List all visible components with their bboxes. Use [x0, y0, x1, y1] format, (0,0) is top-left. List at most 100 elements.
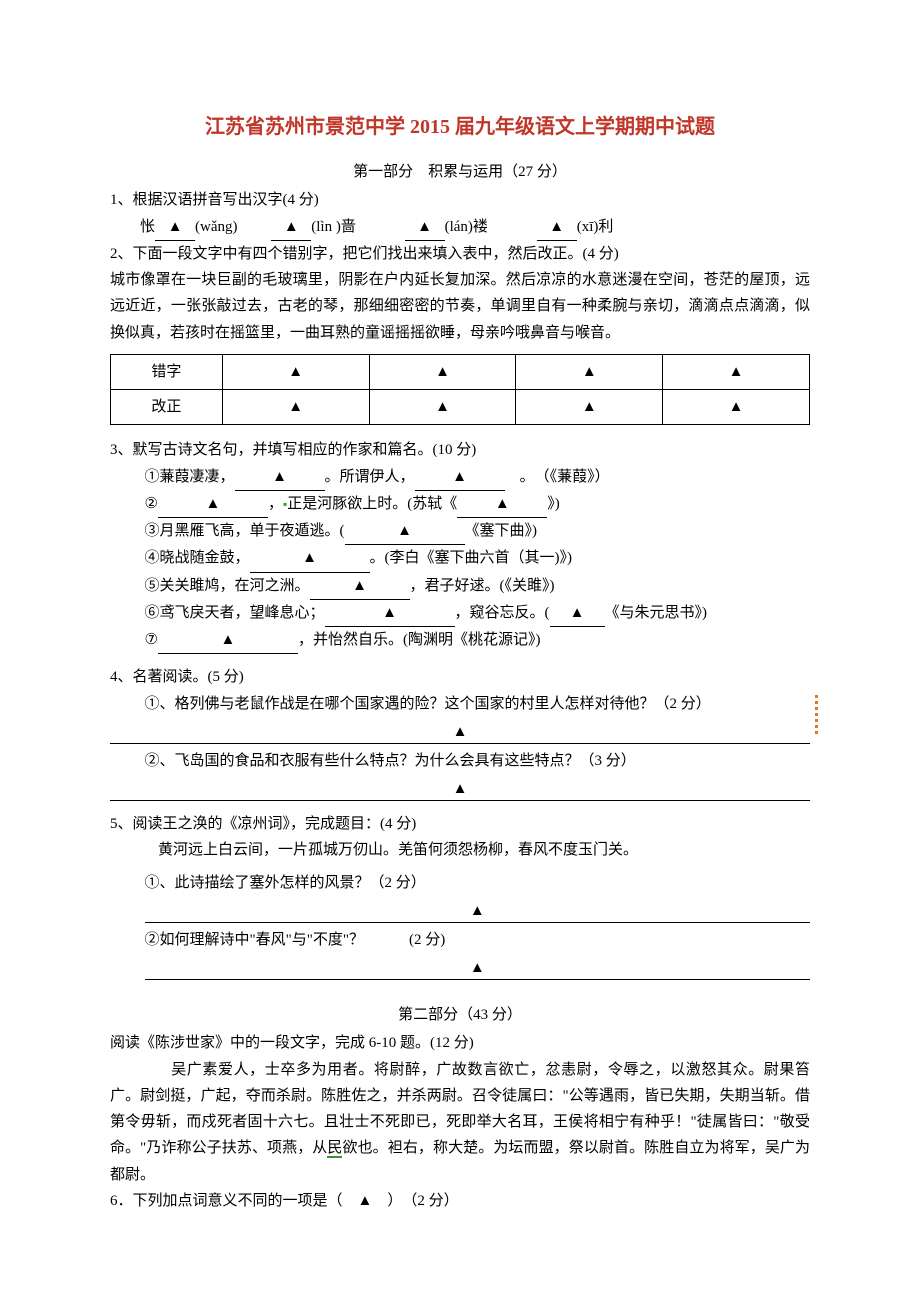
text: 正	[287, 496, 302, 512]
answer-line: ▲	[145, 898, 811, 923]
triangle-icon: ▲	[470, 955, 485, 981]
blank: ▲	[457, 491, 547, 518]
item-num: ③	[145, 523, 160, 539]
triangle-icon: ▲	[549, 219, 564, 235]
q1-prefix: 怅	[110, 219, 155, 235]
text: 是河豚欲上时。(苏轼《	[302, 496, 457, 512]
triangle-icon: ▲	[582, 399, 597, 415]
q3-item: ⑤关关雎鸠，在河之洲。▲，君子好逑。(《关雎》)	[145, 573, 811, 600]
text: 。 （《蒹葭》）	[520, 469, 610, 485]
blank: ▲	[158, 627, 298, 654]
triangle-icon: ▲	[288, 364, 303, 380]
triangle-icon: ▲	[570, 605, 585, 621]
q4-sub1: ①、格列佛与老鼠作战是在哪个国家遇的险？这个国家的村里人怎样对待他？（2 分）	[110, 691, 810, 717]
item-num: ⑤	[145, 578, 160, 594]
item-num: ⑦	[145, 632, 158, 648]
q1-py2: (lìn )啬	[311, 219, 356, 235]
text: ，并怡然自乐。(陶渊明《桃花源记》)	[298, 632, 541, 648]
triangle-icon: ▲	[302, 550, 317, 566]
q1-py1: (wǎng)	[195, 219, 237, 235]
answer-line: ▲	[110, 719, 810, 744]
item-num: ①	[145, 469, 160, 485]
text: 《塞下曲》)	[465, 523, 538, 539]
q5-sub2: ②如何理解诗中"春风"与"不度"？ (2 分)	[110, 927, 810, 953]
text: 月黑雁飞高，单于夜遁逃。(	[160, 523, 345, 539]
triangle-icon: ▲	[495, 496, 510, 512]
triangle-icon: ▲	[397, 523, 412, 539]
text: ，君子好逑。(《关雎》)	[410, 578, 555, 594]
part2-header: 第二部分（43 分）	[110, 1002, 810, 1028]
cell: ▲	[516, 354, 663, 389]
cell: ▲	[663, 390, 810, 425]
item-num: ④	[145, 550, 160, 566]
triangle-icon: ▲	[729, 399, 744, 415]
text: 。(李白《塞下曲六首（其一)》)	[370, 550, 573, 566]
triangle-icon: ▲	[382, 605, 397, 621]
q3-item: ③月黑雁飞高，单于夜遁逃。( ▲ 《塞下曲》)	[145, 518, 811, 545]
part1-header: 第一部分 积累与运用（27 分）	[110, 159, 810, 185]
blank: ▲	[415, 464, 505, 491]
row-label: 错字	[111, 354, 223, 389]
q4-stem: 4、名著阅读。(5 分)	[110, 664, 810, 690]
q1-blank3: ▲	[405, 214, 445, 241]
text: ，窥谷忘反。(	[455, 605, 550, 621]
q4-sub2: ②、飞岛国的食品和衣服有些什么特点？为什么会具有这些特点？（3 分）	[110, 748, 810, 774]
q2-stem: 2、下面一段文字中有四个错别字，把它们找出来填入表中，然后改正。(4 分)	[110, 241, 810, 267]
q4-block: ①、格列佛与老鼠作战是在哪个国家遇的险？这个国家的村里人怎样对待他？（2 分） …	[110, 691, 810, 802]
triangle-icon: ▲	[221, 632, 236, 648]
triangle-icon: ▲	[168, 219, 183, 235]
blank: ▲	[310, 573, 410, 600]
text: 关关雎鸠，在河之洲。	[160, 578, 310, 594]
q1-blank4: ▲	[537, 214, 577, 241]
blank: ▲	[158, 491, 268, 518]
triangle-icon: ▲	[288, 399, 303, 415]
q1-py3: (lán)褛	[445, 219, 488, 235]
q5-stem: 5、阅读王之涣的《凉州词》，完成题目：(4 分)	[110, 811, 810, 837]
text: ，	[268, 496, 283, 512]
q2-table: 错字 ▲ ▲ ▲ ▲ 改正 ▲ ▲ ▲ ▲	[110, 354, 810, 426]
triangle-icon: ▲	[470, 898, 485, 924]
blank: ▲	[325, 600, 455, 627]
q6-stem: 6．下列加点词意义不同的一项是（ ▲ ） （2 分）	[110, 1188, 810, 1214]
cell: ▲	[516, 390, 663, 425]
cell: ▲	[369, 390, 516, 425]
triangle-icon: ▲	[435, 364, 450, 380]
q3-stem: 3、默写古诗文名句，并填写相应的作家和篇名。(10 分)	[110, 437, 810, 463]
text: 鸢飞戾天者，望峰息心；	[160, 605, 325, 621]
text: 蒹葭凄凄，	[160, 469, 235, 485]
exam-page: 江苏省苏州市景范中学 2015 届九年级语文上学期期中试题 第一部分 积累与运用…	[0, 0, 920, 1274]
blank: ▲	[250, 545, 370, 572]
answer-line: ▲	[145, 955, 811, 980]
blank: ▲	[235, 464, 325, 491]
q2-passage: 城市像罩在一块巨副的毛玻璃里，阴影在户内延长复加深。然后凉凉的水意迷漫在空间，苍…	[110, 267, 810, 346]
blank: ▲	[345, 518, 465, 545]
q3-item: ②▲，▪正是河豚欲上时。(苏轼《▲》)	[145, 491, 811, 518]
triangle-icon: ▲	[453, 776, 468, 802]
triangle-icon: ▲	[417, 219, 432, 235]
triangle-icon: ▲	[206, 496, 221, 512]
q1-py4: (xī)利	[577, 219, 614, 235]
q1-stem: 1、根据汉语拼音写出汉字(4 分)	[110, 187, 810, 213]
triangle-icon: ▲	[284, 219, 299, 235]
cell: ▲	[222, 354, 369, 389]
triangle-icon: ▲	[582, 364, 597, 380]
cell: ▲	[369, 354, 516, 389]
q5-sub1: ①、此诗描绘了塞外怎样的风景？（2 分）	[110, 870, 810, 896]
text: 》)	[547, 496, 560, 512]
q3-item: ⑥鸢飞戾天者，望峰息心；▲，窥谷忘反。(▲《与朱元思书》)	[145, 600, 811, 627]
part2-passage: 吴广素爱人，士卒多为用者。将尉醉，广故数言欲亡，忿恚尉，令辱之，以激怒其众。尉果…	[110, 1057, 810, 1188]
cell: ▲	[663, 354, 810, 389]
item-num: ②	[145, 496, 158, 512]
item-num: ⑥	[145, 605, 160, 621]
triangle-icon: ▲	[453, 719, 468, 745]
green-underline: 民	[327, 1140, 342, 1158]
cell: ▲	[222, 390, 369, 425]
text: 晓战随金鼓，	[160, 550, 250, 566]
triangle-icon: ▲	[452, 469, 467, 485]
row-label: 改正	[111, 390, 223, 425]
table-row: 改正 ▲ ▲ ▲ ▲	[111, 390, 810, 425]
triangle-icon: ▲	[729, 364, 744, 380]
triangle-icon: ▲	[435, 399, 450, 415]
q3-item: ①蒹葭凄凄，▲。所谓伊人，▲ 。 （《蒹葭》）	[145, 464, 811, 491]
q1-blank2: ▲	[271, 214, 311, 241]
